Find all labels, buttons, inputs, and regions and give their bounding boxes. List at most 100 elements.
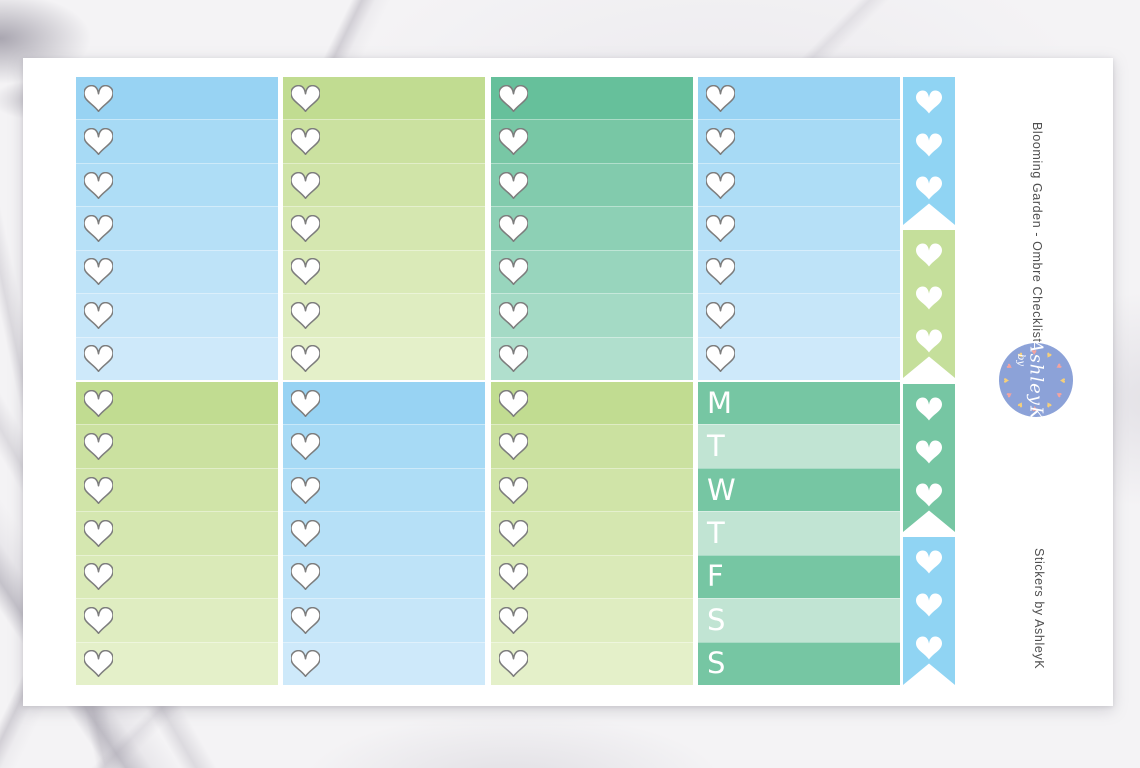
weekday-letter: S <box>707 602 726 637</box>
checklist-row <box>491 511 693 555</box>
shop-credit-vertical: Stickers by AshleyK <box>1032 548 1046 670</box>
heart-icon <box>916 90 942 114</box>
heart-icon <box>84 301 113 329</box>
heart-icon <box>706 84 735 112</box>
ring-heart-icon: ♥ <box>1000 377 1011 383</box>
weekday-row: W <box>698 467 900 512</box>
ring-heart-icon: ♥ <box>1053 389 1065 400</box>
checklist-row <box>76 424 278 468</box>
checklist-row <box>283 641 485 685</box>
heart-icon <box>706 214 735 242</box>
weekday-letter: W <box>707 472 736 507</box>
weekday-letter: S <box>707 646 726 681</box>
heart-icon <box>499 606 528 634</box>
heart-icon <box>291 476 320 504</box>
heart-icon <box>84 519 113 547</box>
heart-icon <box>499 301 528 329</box>
checklist-row <box>283 598 485 642</box>
checklist-row <box>76 641 278 685</box>
checklist-row <box>76 249 278 294</box>
checklist-row <box>491 467 693 512</box>
checklist-row <box>491 641 693 685</box>
checklist-box-teal <box>491 77 693 380</box>
heart-icon <box>706 345 735 373</box>
heart-icon <box>291 214 320 242</box>
checklist-row <box>283 382 485 425</box>
heart-icon <box>499 258 528 286</box>
checklist-row <box>283 424 485 468</box>
heart-icon <box>291 563 320 591</box>
heart-icon <box>84 84 113 112</box>
heart-icon <box>916 176 942 200</box>
checklist-row <box>283 554 485 599</box>
checklist-row <box>491 336 693 380</box>
flag-sticker-4 <box>903 537 955 685</box>
heart-icon <box>84 214 113 242</box>
checklist-row <box>283 206 485 250</box>
heart-icon <box>291 128 320 156</box>
checklist-box-blue <box>76 77 278 380</box>
heart-icon <box>916 329 942 353</box>
checklist-row <box>698 119 900 163</box>
heart-icon <box>706 128 735 156</box>
checklist-row <box>491 598 693 642</box>
heart-icon <box>499 389 528 417</box>
heart-icon <box>916 483 942 507</box>
heart-icon <box>499 476 528 504</box>
weekday-row: M <box>698 382 900 425</box>
heart-icon <box>84 563 113 591</box>
checklist-row <box>76 554 278 599</box>
checklist-row <box>76 206 278 250</box>
checklist-row <box>491 249 693 294</box>
heart-icon <box>499 519 528 547</box>
checklist-row <box>491 293 693 337</box>
heart-icon <box>499 345 528 373</box>
checklist-row <box>283 249 485 294</box>
heart-icon <box>291 345 320 373</box>
heart-icon <box>291 389 320 417</box>
checklist-row <box>698 249 900 294</box>
sheet-title-vertical: Blooming Garden - Ombre Checklist <box>1030 122 1044 343</box>
checklist-row <box>491 424 693 468</box>
flag-sticker-1 <box>903 77 955 225</box>
heart-icon <box>916 243 942 267</box>
checklist-row <box>283 336 485 380</box>
heart-icon <box>916 440 942 464</box>
heart-icon <box>84 345 113 373</box>
checklist-row <box>698 293 900 337</box>
heart-icon <box>84 389 113 417</box>
checklist-row <box>76 467 278 512</box>
heart-icon <box>499 650 528 678</box>
heart-icon <box>916 550 942 574</box>
heart-icon <box>916 286 942 310</box>
ring-heart-icon: ♥ <box>1015 398 1025 411</box>
weekday-row: F <box>698 554 900 599</box>
heart-icon <box>916 397 942 421</box>
checklist-box-green <box>76 382 278 685</box>
ring-heart-icon: ♥ <box>1057 377 1068 383</box>
heart-icon <box>291 433 320 461</box>
heart-icon <box>291 84 320 112</box>
checklist-box-green <box>283 77 485 380</box>
flag-sticker-2 <box>903 230 955 378</box>
heart-icon <box>291 301 320 329</box>
heart-icon <box>916 593 942 617</box>
checklist-row <box>491 77 693 120</box>
checklist-box-green <box>491 382 693 685</box>
checklist-row <box>698 336 900 380</box>
heart-icon <box>291 519 320 547</box>
heart-icon <box>499 171 528 199</box>
heart-icon <box>706 258 735 286</box>
heart-icon <box>84 650 113 678</box>
heart-icon <box>916 636 942 660</box>
logo-shop-name: AshleyK <box>1025 339 1047 421</box>
heart-icon <box>499 128 528 156</box>
checklist-row <box>76 119 278 163</box>
weekday-row: S <box>698 598 900 642</box>
checklist-box-blue <box>698 77 900 380</box>
ring-heart-icon: ♥ <box>1053 360 1065 371</box>
heart-icon <box>291 171 320 199</box>
flag-sticker-3 <box>903 384 955 532</box>
